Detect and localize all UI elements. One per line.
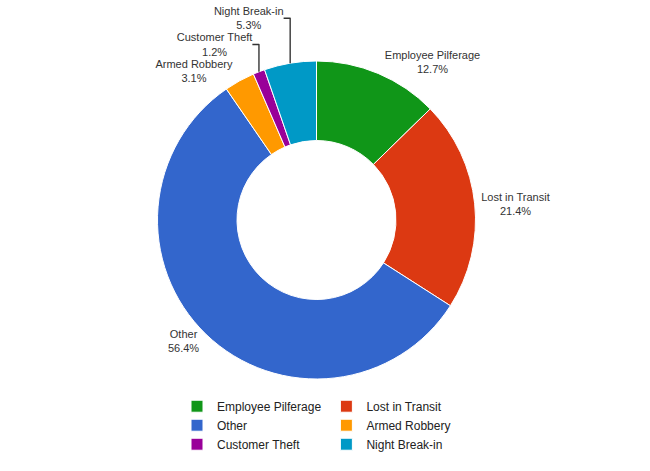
svg-text:Customer Theft: Customer Theft: [217, 438, 300, 452]
svg-text:Armed Robbery: Armed Robbery: [366, 419, 450, 433]
svg-text:Armed Robbery3.1%: Armed Robbery3.1%: [155, 58, 233, 84]
svg-text:Lost in Transit: Lost in Transit: [366, 400, 441, 414]
svg-text:Night Break-in5.3%: Night Break-in5.3%: [214, 5, 284, 31]
svg-text:Other: Other: [217, 419, 247, 433]
svg-text:Night Break-in: Night Break-in: [366, 438, 442, 452]
svg-text:Lost in Transit21.4%: Lost in Transit21.4%: [481, 191, 549, 217]
svg-text:Other56.4%: Other56.4%: [168, 328, 199, 354]
svg-text:Employee Pilferage12.7%: Employee Pilferage12.7%: [385, 49, 480, 75]
svg-text:Employee Pilferage: Employee Pilferage: [217, 400, 321, 414]
svg-text:Customer Theft1.2%: Customer Theft1.2%: [177, 31, 253, 57]
